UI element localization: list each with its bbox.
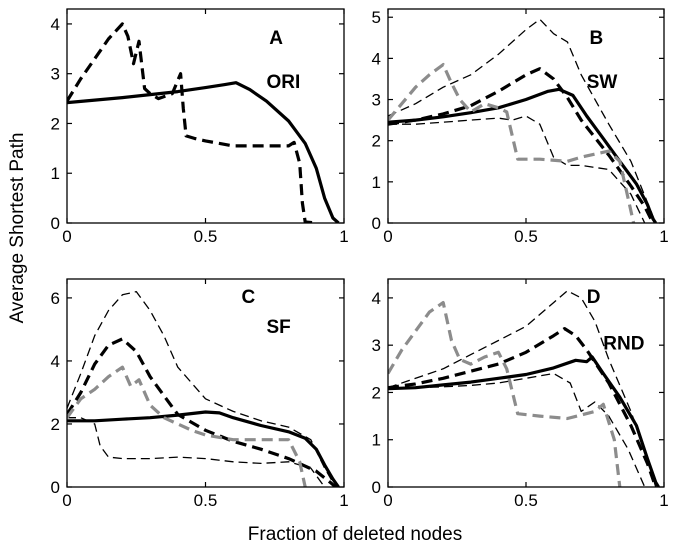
series-line-2 [67,337,337,487]
series-line-4 [67,417,326,487]
y-tick-label: 4 [372,49,381,68]
y-tick-label: 1 [372,173,381,192]
panel-b: 0 0.5 1 0 1 2 3 4 5 B SW [372,8,669,246]
y-tick-label: 2 [51,415,60,434]
x-tick-label: 0.5 [194,491,218,510]
y-tick-label: 0 [51,214,60,233]
x-tick-label: 0.5 [514,227,538,246]
x-tick-label: 0.5 [514,491,538,510]
panel-letter: C [242,287,256,308]
y-tick-label: 4 [51,352,60,371]
x-tick-label: 1 [659,491,668,510]
y-tick-label: 3 [51,65,60,84]
y-tick-label: 3 [372,91,381,110]
network-annotation: SF [266,317,290,338]
series-group [67,290,340,487]
series-line-3 [67,290,337,487]
y-tick-label: 6 [51,289,60,308]
series-line-5 [388,62,636,223]
y-tick-label: 1 [372,431,381,450]
panel-d: 0 0.5 1 0 1 2 3 4 D RND [372,278,669,510]
y-tick-label: 2 [51,114,60,133]
y-tick-label: 3 [372,336,381,355]
y-tick-label: 2 [372,132,381,151]
series-line-2 [67,22,317,223]
series-group [67,22,340,223]
panel-a: 0 0.5 1 0 1 2 3 4 A ORI [51,8,349,246]
panels: 0 0.5 1 0 1 2 3 4 A ORI 0 0.5 1 0 1 2 3 4 5 B SW 0 0.5 1 0 2 4 6 C SF… [51,8,669,510]
x-tick-label: 1 [339,491,348,510]
y-tick-label: 5 [372,8,381,27]
y-tick-label: 0 [372,214,381,233]
x-tick-label: 0 [383,227,392,246]
series-line-2 [388,67,655,223]
series-line-2 [388,327,658,487]
y-tick-label: 2 [372,383,381,402]
y-tick-label: 4 [51,15,60,34]
y-tick-label: 0 [372,478,381,497]
y-tick-label: 1 [51,164,60,183]
panel-letter: D [587,287,601,308]
series-line-1 [388,87,658,223]
network-annotation: SW [587,72,618,93]
series-line-3 [388,18,657,223]
network-annotation: ORI [266,72,300,93]
series-line-4 [388,115,646,223]
panel-letter: A [269,28,283,49]
series-line-5 [388,301,622,487]
network-annotation: RND [603,334,644,355]
x-axis-title: Fraction of deleted nodes [248,524,462,545]
series-line-4 [388,372,646,487]
series-line-1 [67,81,340,223]
y-tick-label: 0 [51,478,60,497]
y-axis-title: Average Shortest Path [7,133,28,324]
x-tick-label: 0 [62,491,71,510]
series-line-5 [67,365,307,487]
panel-c: 0 0.5 1 0 2 4 6 C SF [51,278,349,510]
y-tick-label: 4 [372,289,381,308]
x-tick-label: 0 [383,491,392,510]
series-line-3 [388,290,657,487]
panel-letter: B [589,28,603,49]
x-tick-label: 0.5 [194,227,218,246]
x-tick-label: 1 [339,227,348,246]
series-group [388,18,658,223]
series-line-1 [67,410,340,487]
x-tick-label: 0 [62,227,71,246]
series-group [388,290,660,487]
x-tick-label: 1 [659,227,668,246]
